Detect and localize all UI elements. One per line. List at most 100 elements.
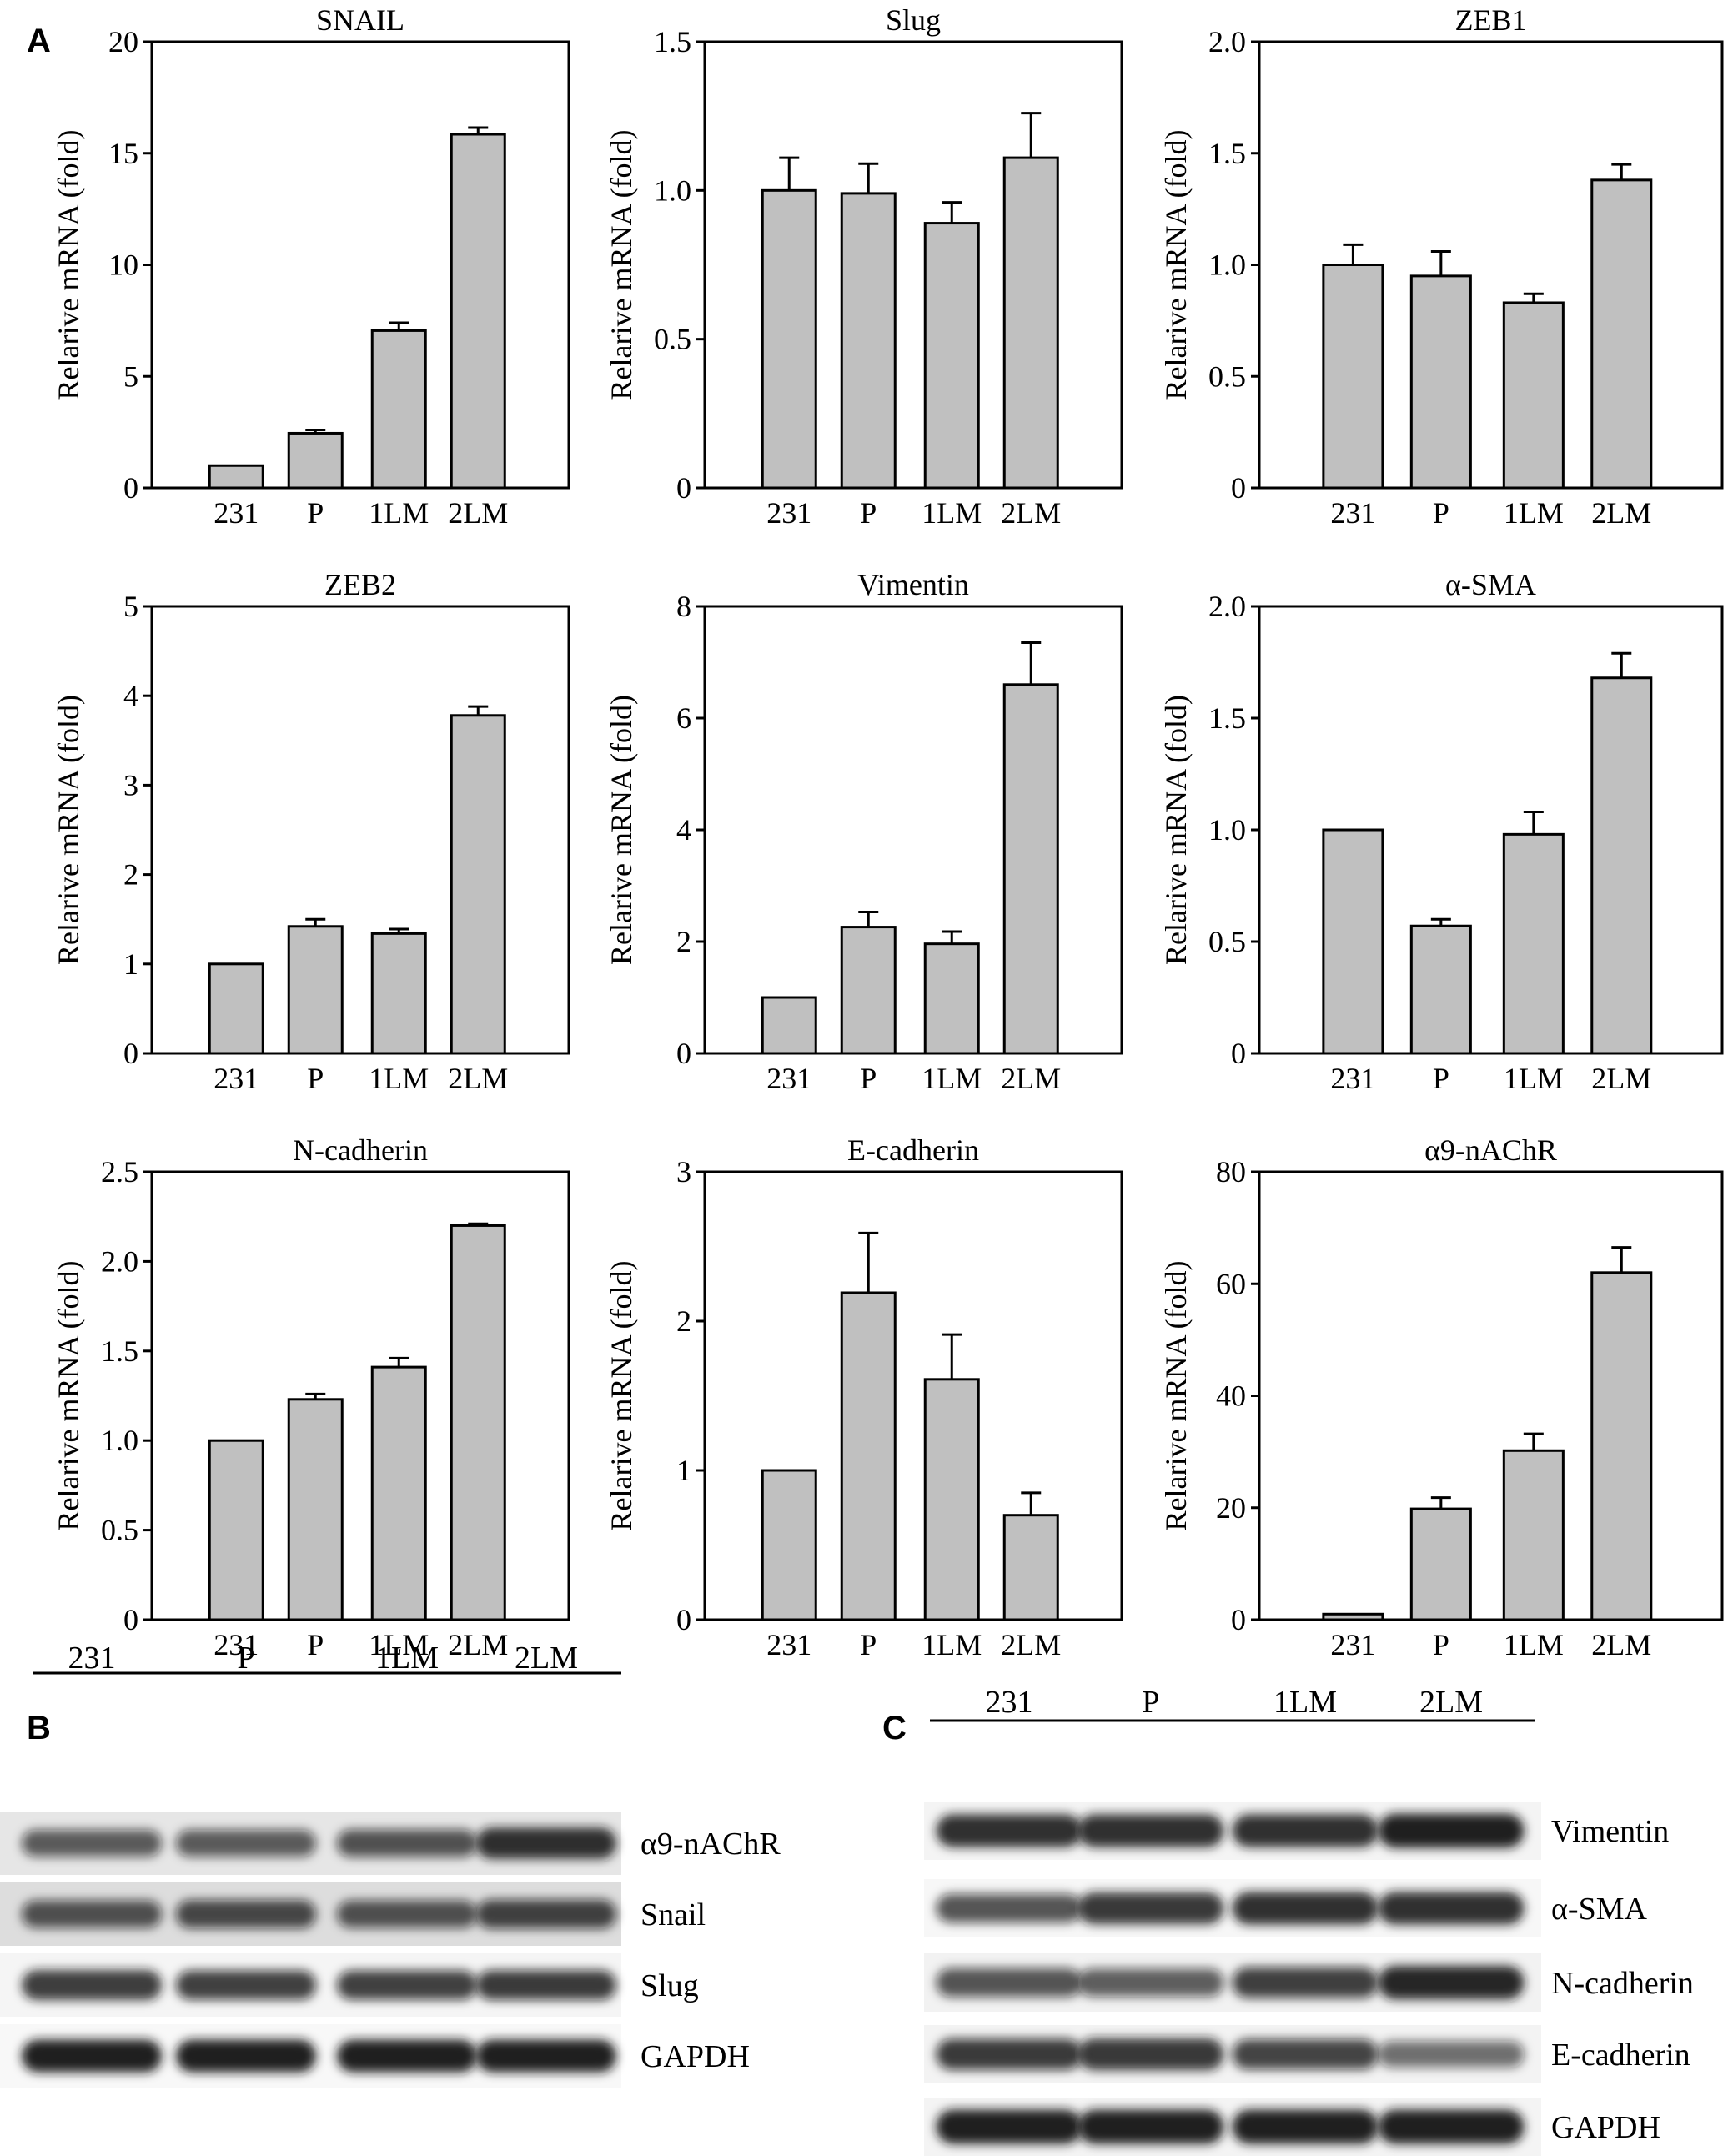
chart-title: α9-nAChR (1424, 1133, 1557, 1167)
blot-band (476, 1899, 616, 1929)
plot-frame (703, 1170, 1123, 1621)
blot-band (1077, 2038, 1224, 2071)
bar-2lm (1590, 1271, 1653, 1621)
blot-band (936, 1968, 1083, 1998)
x-tick-label: 231 (766, 1628, 811, 1661)
blot-band (936, 1893, 1083, 1923)
y-tick-label: 2.0 (101, 1244, 138, 1278)
blot-row-label: GAPDH (640, 2039, 750, 2074)
x-tick-label: 2LM (1001, 1628, 1061, 1661)
blot-row-gapdh: GAPDH (924, 2098, 1660, 2156)
bar-1lm (923, 1378, 980, 1621)
chart-sma: α-SMA 231 P 1LM 2LM 0 0.5 1.0 1.5 2.0 Relarive mRN… (1159, 568, 1724, 1095)
y-tick-label: 1.0 (1208, 813, 1246, 847)
x-tick-label: 231 (766, 1062, 811, 1095)
lane-label-2lm: 2LM (1419, 1685, 1483, 1720)
x-tick-label: P (860, 496, 877, 530)
y-tick-label: 0 (1231, 471, 1246, 505)
blot-band (176, 2039, 316, 2073)
x-tick-label: 231 (213, 1628, 259, 1661)
y-tick-label: 1 (123, 947, 138, 981)
blot-band (476, 2039, 616, 2073)
x-tick-label: 231 (1330, 1628, 1375, 1661)
blot-band (936, 2109, 1083, 2144)
bar-1lm (923, 222, 980, 490)
chart-n-cadherin: N-cadherin 231 P 1LM 2LM 0 0.5 1.0 1.5 2.0 2.5 Rela… (52, 1133, 570, 1661)
lane-label-231: 231 (986, 1685, 1033, 1720)
y-tick-label: 8 (676, 590, 691, 623)
lane-label-231: 231 (68, 1641, 116, 1676)
y-axis-label: Relarive mRNA (fold) (605, 695, 638, 965)
blot-row-label: Snail (640, 1897, 706, 1932)
blot-row-sma: α-SMA (924, 1879, 1647, 1937)
lane-label-p: P (1142, 1685, 1159, 1720)
y-axis-label: Relarive mRNA (fold) (52, 1261, 85, 1531)
chart-title: E-cadherin (847, 1133, 979, 1167)
blot-band (1232, 1967, 1379, 1998)
y-tick-label: 0 (1231, 1603, 1246, 1636)
plot-frame (1258, 1170, 1724, 1621)
chart-9-nachr: α9-nAChR 231 P 1LM 2LM 0 20 40 60 80 Relarive mRNA… (1159, 1133, 1724, 1661)
x-tick-label: 1LM (369, 496, 429, 530)
x-tick-label: 2LM (1591, 496, 1651, 530)
blot-row-slug: Slug (0, 1953, 699, 2017)
chart-zeb1: ZEB1 231 P 1LM 2LM 0 0.5 1.0 1.5 2.0 Relarive mRNA… (1159, 3, 1724, 530)
x-tick-label: 1LM (922, 1628, 982, 1661)
y-tick-label: 0.5 (654, 323, 691, 356)
bar-231 (761, 188, 817, 490)
blot-band (1077, 1968, 1224, 1997)
x-tick-label: P (1433, 1628, 1449, 1661)
plot-frame (703, 40, 1123, 490)
x-tick-label: 2LM (448, 496, 508, 530)
blot-band (337, 1900, 477, 1928)
blot-band (22, 2039, 162, 2073)
blot-band (176, 1970, 316, 2000)
x-tick-label: 2LM (448, 1628, 508, 1661)
x-tick-label: 1LM (369, 1628, 429, 1661)
chart-title: SNAIL (316, 3, 404, 37)
panel-letter-c: C (882, 1710, 907, 1746)
x-tick-label: P (1433, 1062, 1449, 1095)
blot-band (1378, 2041, 1525, 2068)
bar-p (840, 926, 897, 1055)
x-tick-label: 1LM (922, 496, 982, 530)
y-tick-label: 1.0 (654, 173, 691, 207)
blot-band (476, 1827, 616, 1859)
x-tick-label: 231 (766, 496, 811, 530)
y-tick-label: 2 (676, 925, 691, 958)
blot-row-label: GAPDH (1551, 2110, 1660, 2145)
bar-2lm (450, 133, 506, 490)
y-tick-label: 0.5 (1208, 925, 1246, 958)
blot-band (936, 1814, 1083, 1847)
bar-2lm (450, 714, 506, 1055)
y-tick-label: 3 (676, 1155, 691, 1189)
plot-frame (150, 1170, 570, 1621)
x-tick-label: P (307, 1062, 324, 1095)
x-tick-label: 1LM (1504, 496, 1564, 530)
x-tick-label: 2LM (1001, 1062, 1061, 1095)
y-tick-label: 2.0 (1208, 25, 1246, 58)
bar-p (840, 192, 897, 490)
blot-band (22, 1969, 162, 2001)
y-axis-label: Relarive mRNA (fold) (1159, 695, 1193, 965)
y-tick-label: 0 (676, 1603, 691, 1636)
blot-row-label: N-cadherin (1551, 1966, 1694, 2001)
lane-label-1lm: 1LM (375, 1641, 439, 1676)
y-tick-label: 0 (123, 471, 138, 505)
blot-band (337, 1829, 477, 1857)
y-tick-label: 1.0 (1208, 249, 1246, 282)
blot-band (22, 1830, 162, 1857)
y-tick-label: 0.5 (1208, 359, 1246, 393)
y-tick-label: 6 (676, 701, 691, 735)
y-axis-label: Relarive mRNA (fold) (1159, 1261, 1193, 1531)
x-tick-label: 2LM (1591, 1062, 1651, 1095)
y-tick-label: 0 (123, 1603, 138, 1636)
y-tick-label: 20 (1216, 1491, 1246, 1525)
bar-1lm (1502, 832, 1565, 1055)
x-tick-label: P (860, 1062, 877, 1095)
chart-slug: Slug 231 P 1LM 2LM 0 0.5 1.0 1.5 Relarive mRNA (f… (605, 3, 1123, 530)
x-tick-label: 2LM (1591, 1628, 1651, 1661)
bar-1lm (370, 932, 427, 1055)
bar-231 (208, 1439, 264, 1621)
